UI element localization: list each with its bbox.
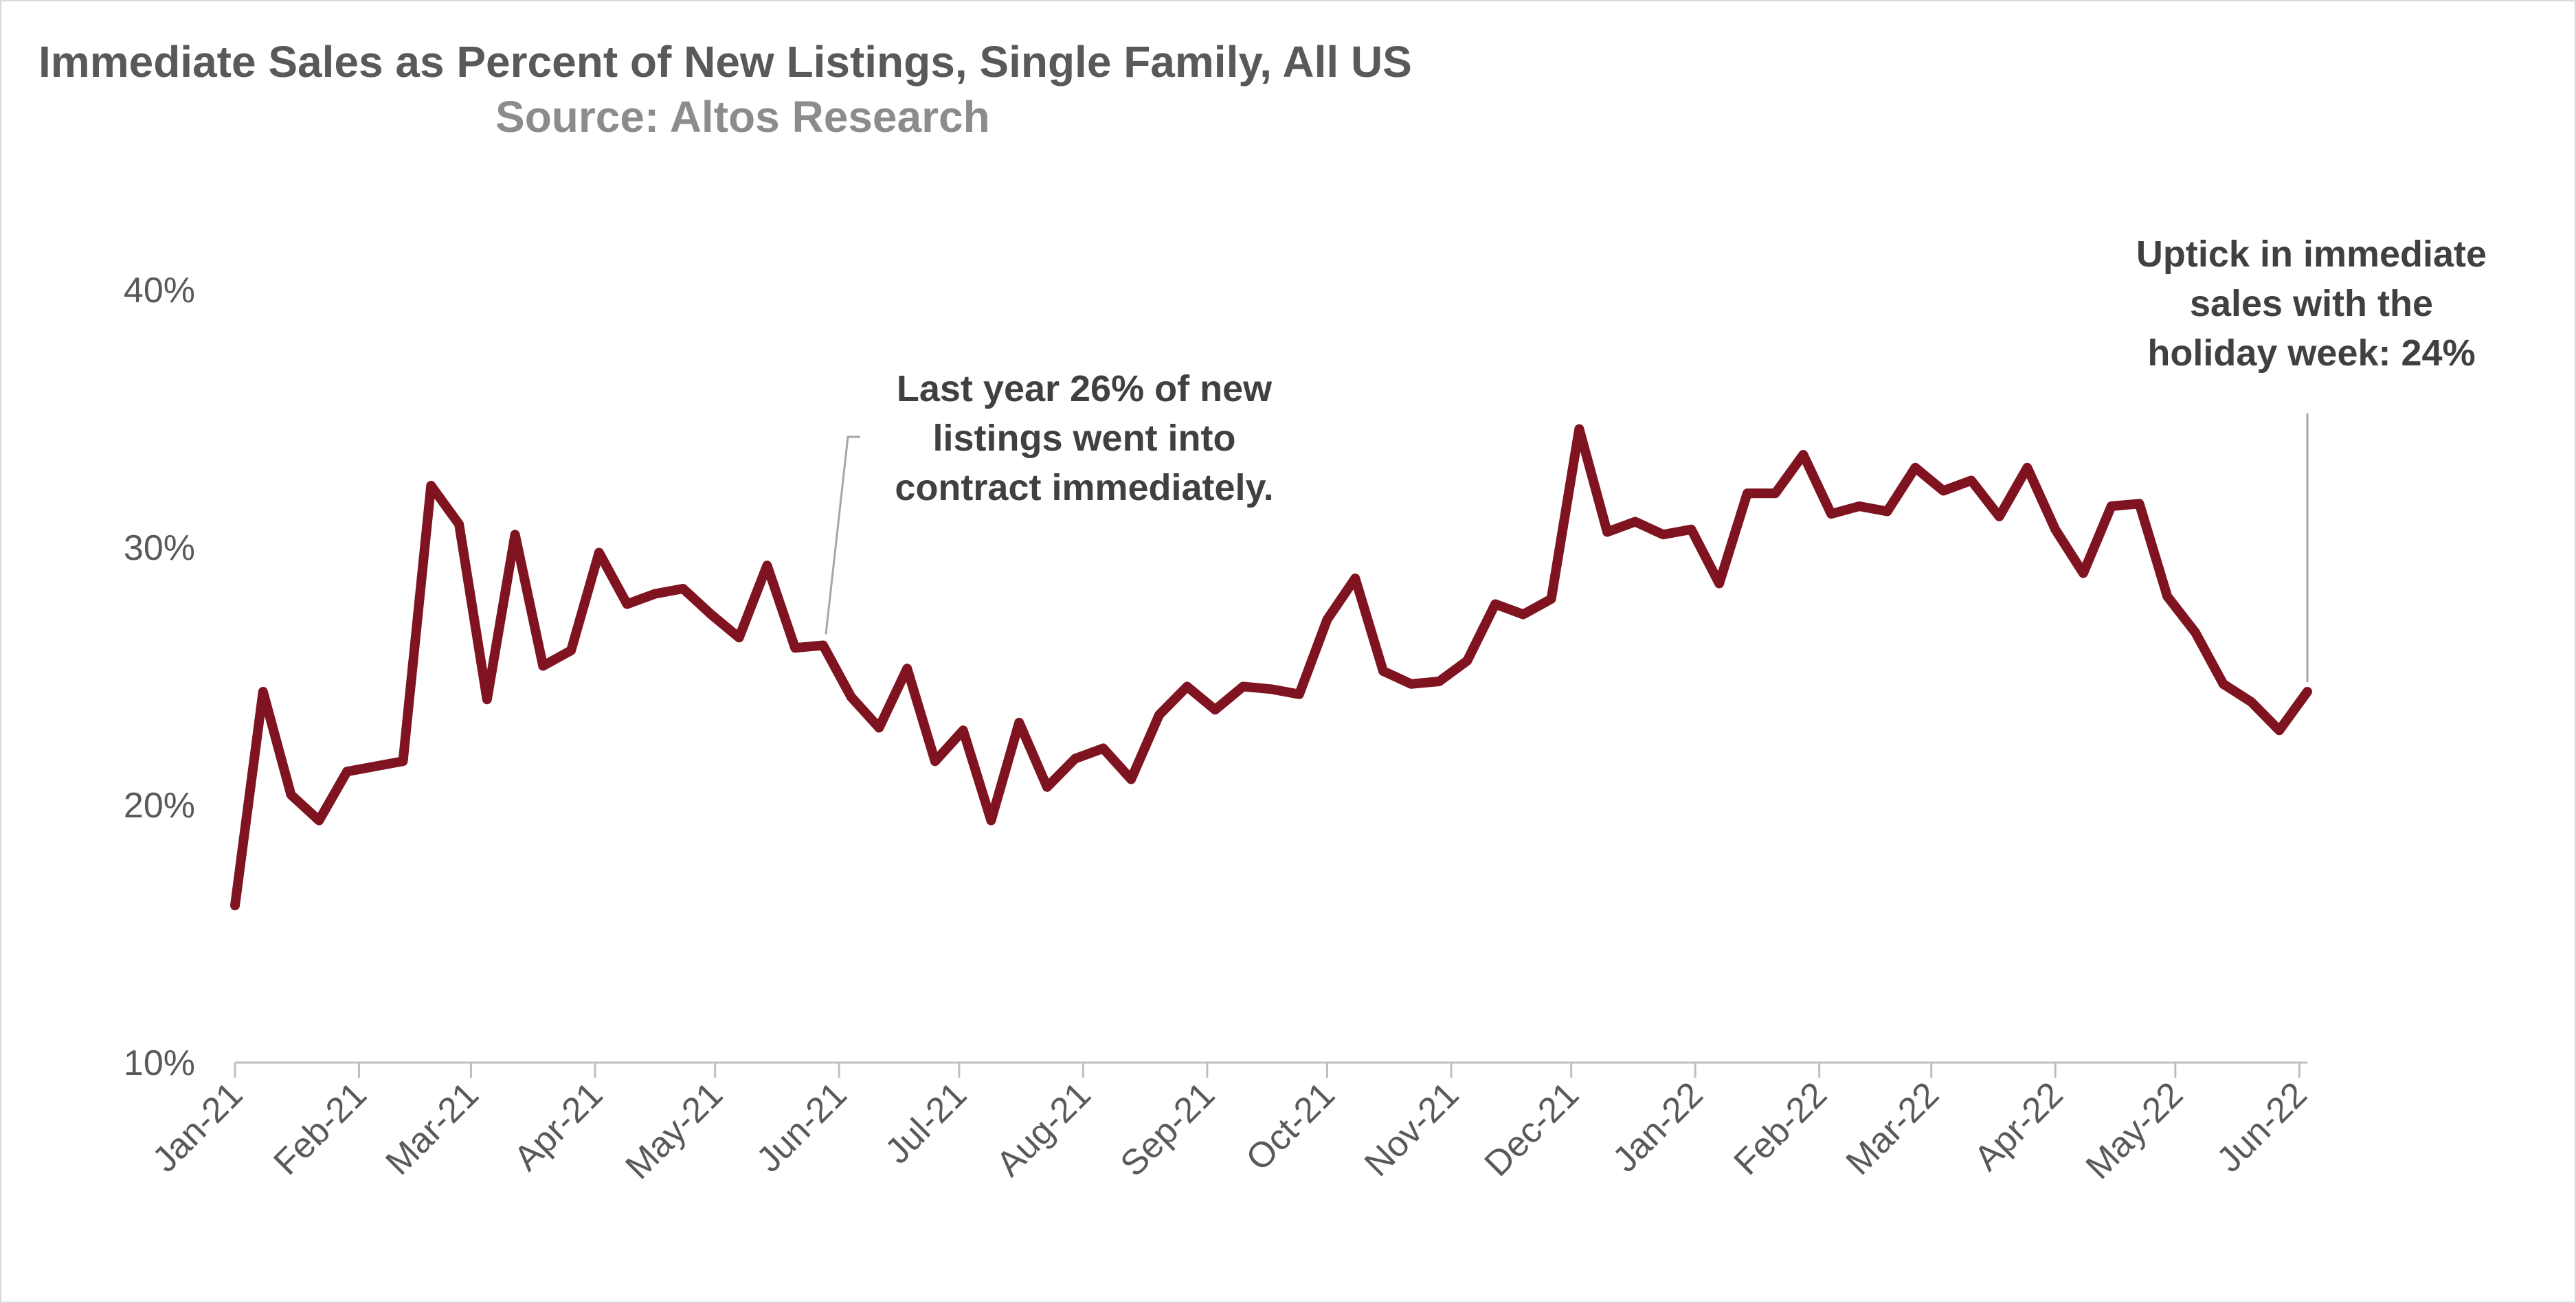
chart-title: Immediate Sales as Percent of New Listin… — [38, 37, 1412, 87]
x-tick-label: Nov-21 — [1357, 1074, 1467, 1184]
x-tick-label: Apr-21 — [506, 1074, 610, 1178]
annotation-text-line: holiday week: 24% — [2147, 332, 2475, 374]
x-tick-label: Feb-21 — [266, 1074, 374, 1183]
annotation-leader-line — [825, 435, 860, 635]
x-tick-label: Oct-21 — [1239, 1074, 1343, 1178]
series-group — [230, 424, 2312, 911]
annotation-text-line: sales with the — [2190, 283, 2433, 324]
x-tick-label: May-22 — [2079, 1074, 2191, 1187]
x-tick-label: Jan-22 — [1605, 1074, 1710, 1179]
annotation-text-line: Last year 26% of new — [897, 368, 1273, 409]
annotation-leader-lines — [825, 413, 2309, 682]
x-tick-label: Mar-21 — [379, 1074, 486, 1182]
x-tick-label: Mar-22 — [1839, 1074, 1947, 1182]
chart-subtitle: Source: Altos Research — [495, 92, 990, 141]
x-tick-label: Sep-21 — [1113, 1074, 1223, 1184]
y-tick-label: 10% — [124, 1043, 195, 1083]
annotation-text-line: contract immediately. — [895, 467, 1273, 508]
x-tick-label: Jul-21 — [877, 1074, 974, 1171]
x-tick-label: Jan-21 — [145, 1074, 250, 1179]
y-tick-label: 40% — [124, 271, 195, 310]
x-tick-label: Jun-22 — [2209, 1074, 2314, 1179]
x-tick-label: May-21 — [618, 1074, 731, 1187]
x-tick-label: Dec-21 — [1477, 1074, 1587, 1184]
annotation-text-line: Uptick in immediate — [2136, 234, 2487, 275]
title-block: Immediate Sales as Percent of New Listin… — [38, 34, 1481, 141]
annotation-text-line: listings went into — [933, 418, 1236, 459]
x-tick-label: Aug-21 — [989, 1074, 1099, 1184]
x-axis-labels: Jan-21 Feb-21 Mar-21 Apr-21 May-21 Jun-21 Jul-… — [145, 1063, 2315, 1187]
y-axis-labels: 10% 20% 30% 40% — [124, 271, 195, 1083]
y-tick-label: 30% — [124, 528, 195, 568]
series-line — [230, 424, 2312, 911]
annotations: Last year 26% of new listings went into co… — [895, 234, 2487, 508]
x-tick-label: Apr-22 — [1967, 1074, 2070, 1178]
x-tick-label: Feb-22 — [1727, 1074, 1835, 1183]
y-tick-label: 20% — [124, 786, 195, 826]
x-tick-label: Jun-21 — [749, 1074, 854, 1179]
